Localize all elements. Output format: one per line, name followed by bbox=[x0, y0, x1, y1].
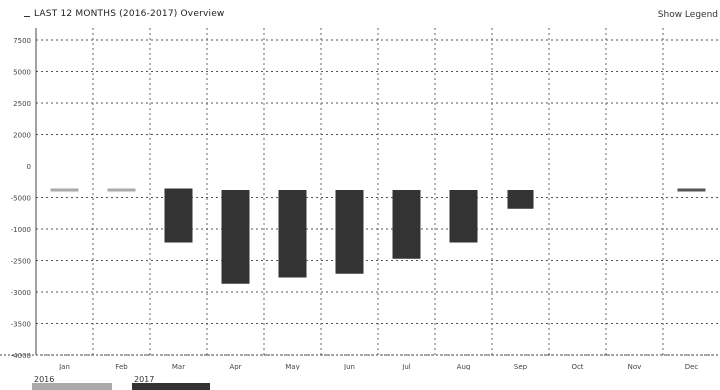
y-tick-label: 2500 bbox=[13, 100, 31, 108]
y-tick-label: -2500 bbox=[11, 258, 31, 266]
x-tick-label-dec: Dec bbox=[685, 363, 699, 370]
title-marker bbox=[24, 13, 30, 17]
y-tick-label: -1000 bbox=[11, 226, 31, 234]
x-tick-label-jan: Jan bbox=[58, 363, 70, 370]
y-tick-label: 7500 bbox=[13, 37, 31, 45]
show-legend-link[interactable]: Show Legend bbox=[657, 10, 718, 20]
x-tick-label-mar: Mar bbox=[172, 363, 185, 370]
chart: 7500 5000 2500 2000 0 -5000 -1000 -2500 -3000 -35… bbox=[0, 28, 720, 370]
x-tick-label-sep: Sep bbox=[514, 363, 528, 370]
bar-sep[interactable] bbox=[507, 190, 534, 209]
baseline-marker-dec[interactable] bbox=[677, 188, 706, 192]
y-tick-label: -3500 bbox=[11, 321, 31, 329]
legend-swatch-2017[interactable] bbox=[132, 383, 210, 390]
y-tick-label: -3000 bbox=[11, 289, 31, 297]
legend: 2016 2017 bbox=[32, 375, 232, 390]
chart-title: LAST 12 MONTHS (2016-2017) Overview bbox=[34, 9, 225, 19]
bar-jun[interactable] bbox=[335, 190, 364, 274]
legend-label-2017: 2017 bbox=[134, 375, 155, 384]
legend-label-2016: 2016 bbox=[34, 375, 55, 384]
x-tick-label-may: May bbox=[285, 363, 299, 370]
y-tick-label: -5000 bbox=[11, 195, 31, 203]
legend-swatch-2016[interactable] bbox=[32, 383, 112, 390]
bar-jul[interactable] bbox=[392, 190, 421, 259]
x-tick-label-apr: Apr bbox=[229, 363, 241, 370]
baseline-marker-feb[interactable] bbox=[107, 188, 136, 192]
bar-aug[interactable] bbox=[449, 190, 478, 243]
bar-mar[interactable] bbox=[164, 190, 193, 243]
y-tick-label: 2000 bbox=[13, 132, 31, 140]
bar-may[interactable] bbox=[278, 190, 307, 278]
bar-apr[interactable] bbox=[221, 190, 250, 284]
x-tick-label-jul: Jul bbox=[401, 363, 411, 370]
baseline-marker-jan[interactable] bbox=[50, 188, 79, 192]
x-tick-label-oct: Oct bbox=[571, 363, 583, 370]
y-tick-label: 5000 bbox=[13, 69, 31, 77]
y-tick-label: -4000 bbox=[11, 352, 31, 360]
x-tick-label-jun: Jun bbox=[343, 363, 355, 370]
y-tick-label: 0 bbox=[27, 163, 31, 171]
x-tick-label-aug: Aug bbox=[457, 363, 471, 370]
x-tick-label-nov: Nov bbox=[628, 363, 642, 370]
x-tick-label-feb: Feb bbox=[115, 363, 128, 370]
